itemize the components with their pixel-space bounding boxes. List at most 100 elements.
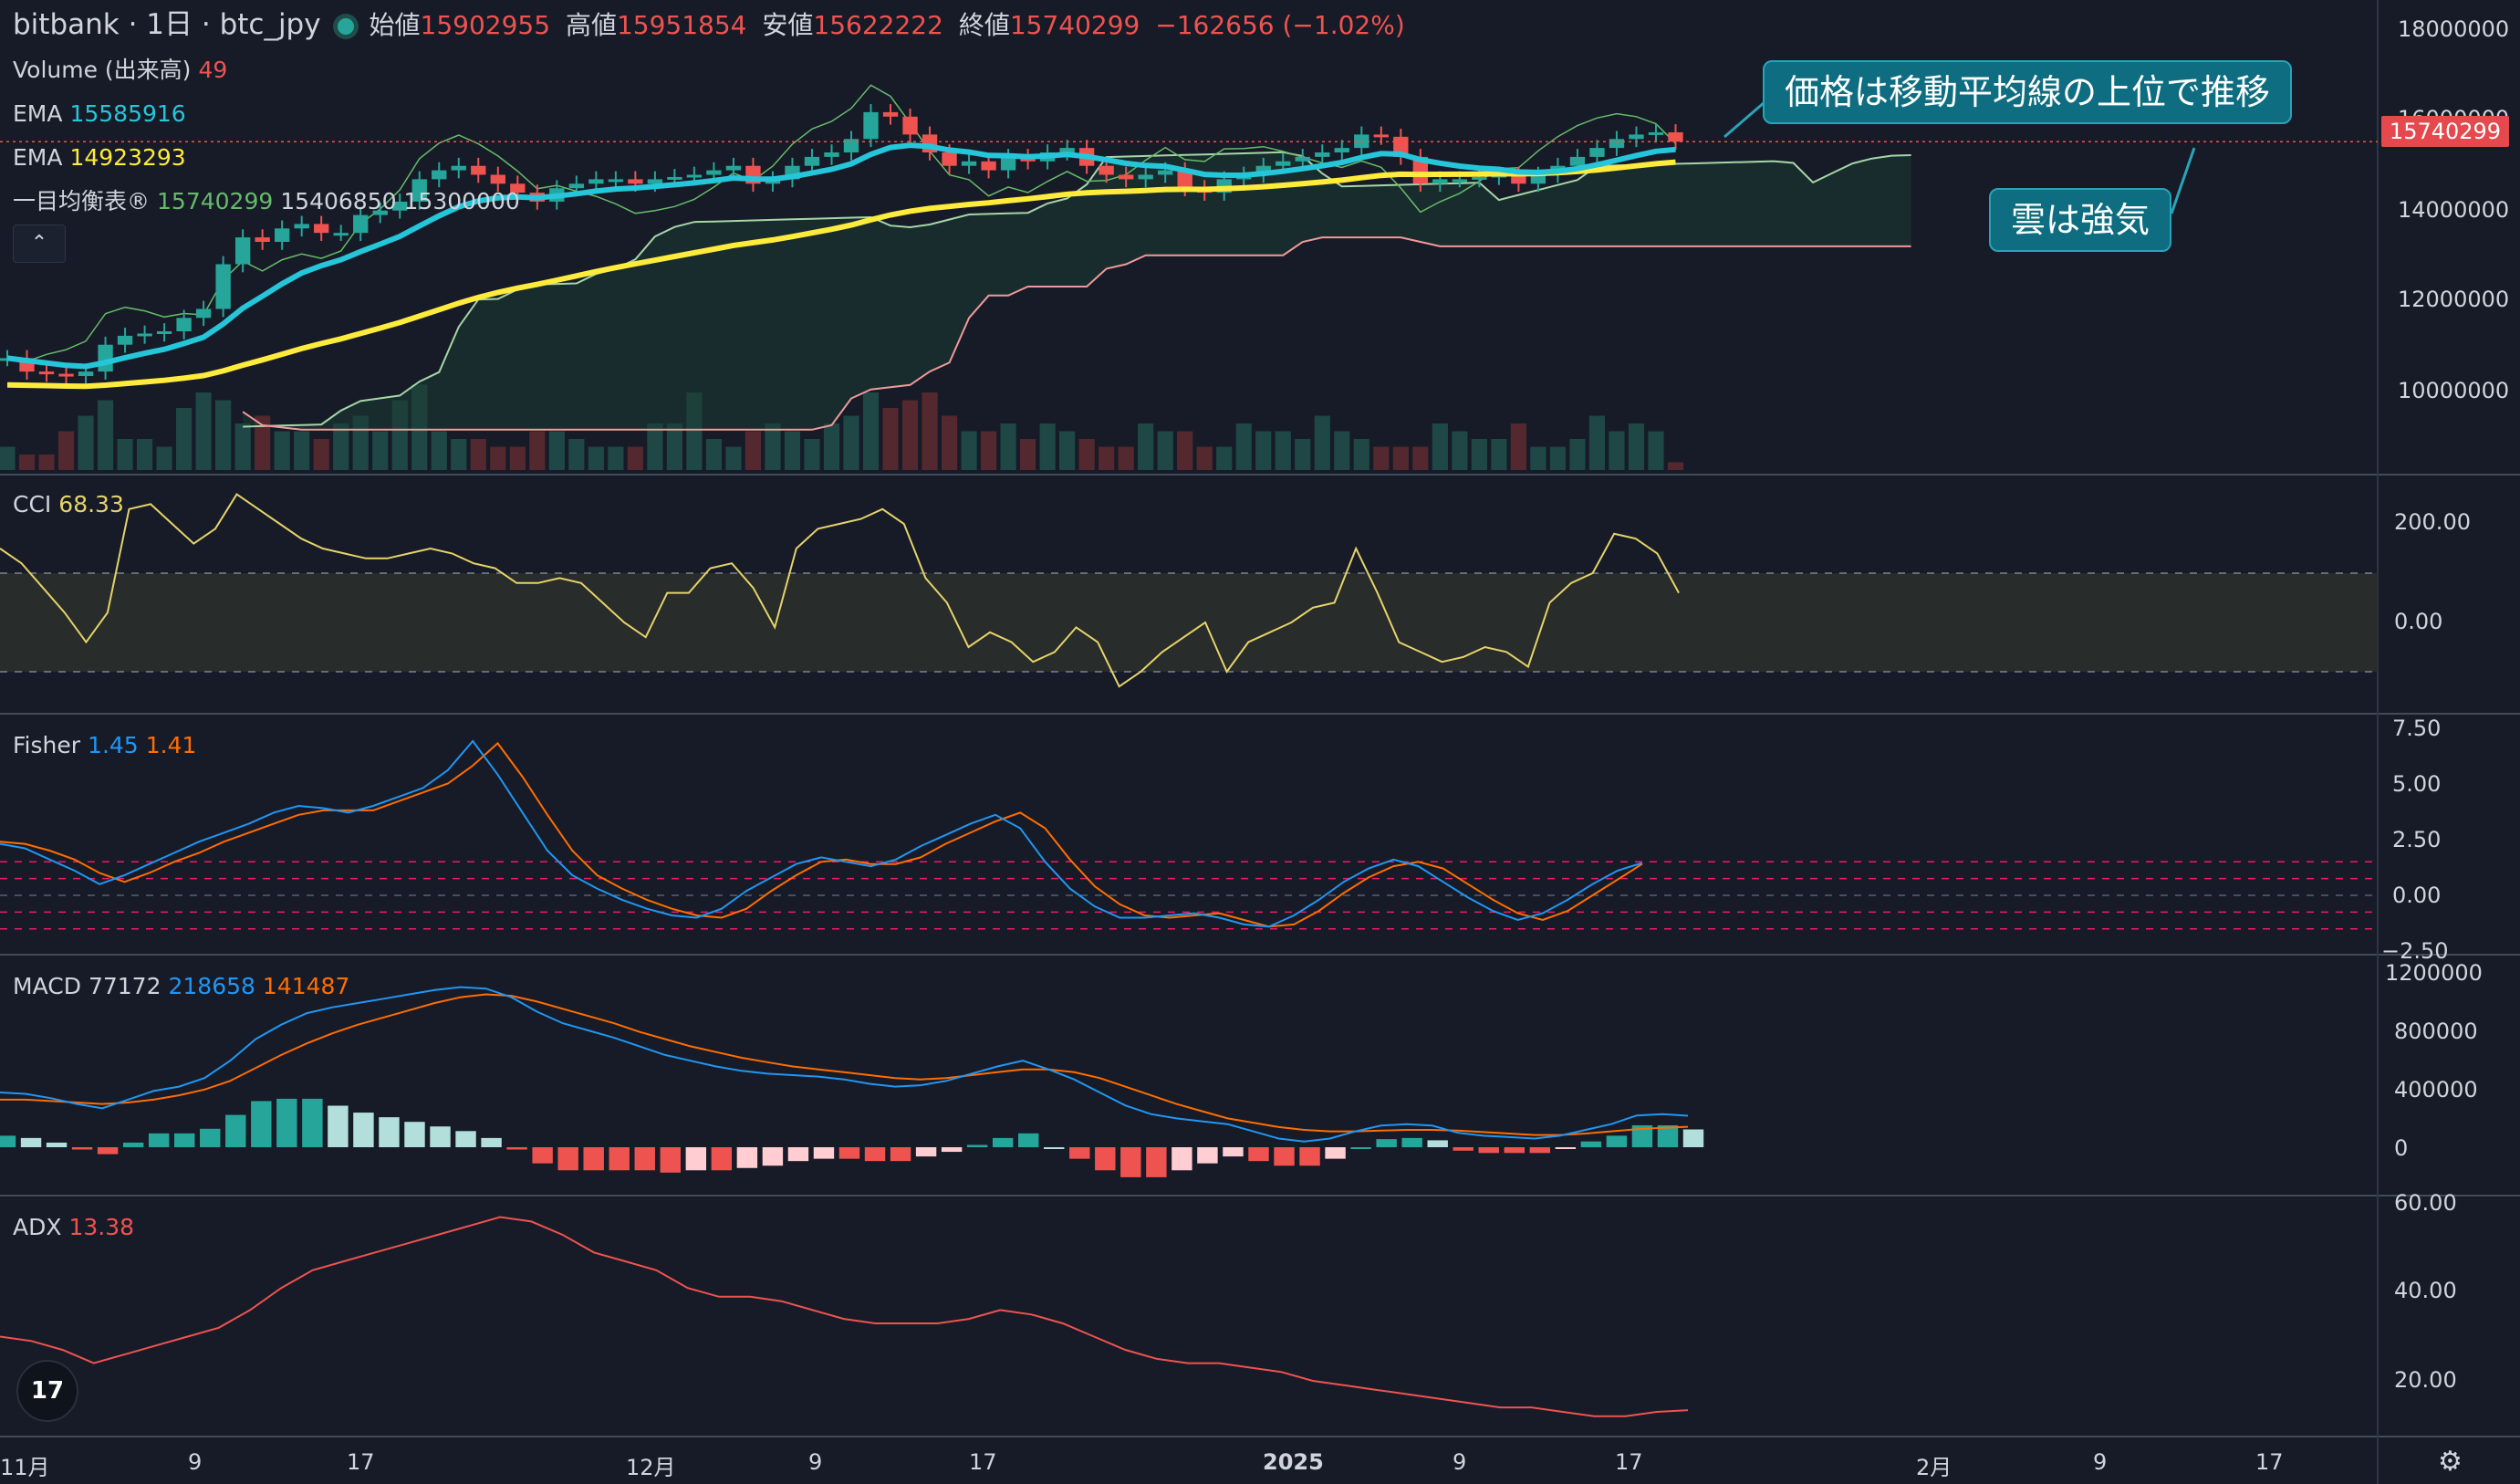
candle-body — [804, 156, 820, 166]
macd-histogram-bar — [1274, 1147, 1295, 1166]
macd-histogram-bar — [1453, 1147, 1473, 1151]
volume-bar — [156, 446, 172, 470]
settings-gear-icon[interactable]: ⚙ — [2438, 1446, 2463, 1478]
volume-bar — [1216, 446, 1233, 470]
volume-bar — [274, 431, 290, 470]
candle-body — [510, 183, 526, 193]
macd-histogram-bar — [890, 1147, 911, 1162]
callout-cloud-bullish[interactable]: 雲は強気 — [1989, 188, 2172, 252]
ema-fast-label: EMA — [13, 100, 63, 127]
high-value: 15951854 — [616, 10, 747, 40]
candle-body — [1373, 134, 1389, 138]
macd-histogram-bar — [634, 1147, 655, 1171]
macd-histogram-bar — [1376, 1139, 1397, 1147]
volume-bar — [57, 431, 75, 470]
open-label: 始値 — [369, 10, 421, 40]
adx-legend[interactable]: ADX 13.38 — [13, 1214, 141, 1241]
macd-histogram-bar — [1606, 1135, 1628, 1147]
adx-label: ADX — [13, 1214, 62, 1240]
callout-price-above-ma[interactable]: 価格は移動平均線の上位で推移 — [1763, 60, 2293, 124]
volume-bar — [1452, 431, 1468, 470]
ema-slow-label: EMA — [13, 144, 63, 171]
volume-bar — [529, 431, 546, 470]
ichimoku-value-1: 15740299 — [157, 188, 274, 214]
macd-histogram-bar — [225, 1114, 246, 1147]
ema-slow-legend[interactable]: EMA 14923293 — [13, 144, 193, 172]
candle-body — [1138, 174, 1153, 180]
volume-bar — [1059, 431, 1076, 470]
cci-value: 68.33 — [58, 491, 124, 517]
candle-body — [706, 170, 722, 175]
candle-body — [725, 165, 742, 171]
volume-bar — [313, 439, 329, 470]
macd-histogram-bar — [1069, 1147, 1090, 1159]
volume-bar — [38, 455, 55, 470]
macd-histogram-bar — [966, 1144, 988, 1147]
candle-body — [1530, 174, 1546, 184]
macd-histogram-bar — [1427, 1140, 1448, 1147]
candle-body — [78, 371, 94, 376]
cci-legend[interactable]: CCI 68.33 — [13, 491, 131, 518]
volume-bar — [823, 423, 840, 470]
volume-bar — [1471, 439, 1487, 470]
close-label: 終値 — [958, 10, 1010, 40]
chart-header: bitbank · 1日 · btc_jpy 始値15902955 高値1595… — [13, 11, 1412, 39]
volume-bar — [1667, 462, 1684, 470]
macd-axis-label: 400000 — [2394, 1077, 2478, 1103]
adx-axis-label: 60.00 — [2394, 1190, 2457, 1216]
ichimoku-label: 一目均衡表® — [13, 188, 151, 214]
macd-histogram-bar — [1223, 1147, 1244, 1157]
candle-body — [961, 161, 977, 166]
macd-histogram-bar — [1504, 1147, 1525, 1154]
fisher-value: 1.45 — [88, 732, 139, 758]
candle-body — [117, 335, 133, 345]
fisher-axis-label: −2.50 — [2381, 938, 2449, 964]
fisher-trigger-line — [0, 741, 1643, 928]
candle-body — [667, 176, 682, 180]
candle-body — [588, 179, 604, 184]
fisher-label: Fisher — [13, 732, 81, 758]
volume-bar — [1255, 431, 1272, 470]
symbol-title[interactable]: bitbank · 1日 · btc_jpy — [13, 8, 321, 41]
volume-bar — [882, 408, 899, 470]
ichimoku-legend[interactable]: 一目均衡表® 15740299 15406850 15300000 — [13, 188, 527, 215]
macd-histogram-bar — [1018, 1133, 1039, 1147]
adx-axis-label: 20.00 — [2394, 1367, 2457, 1393]
macd-histogram-bar — [1197, 1147, 1218, 1164]
candle-body — [1255, 165, 1271, 175]
ema-slow-line — [6, 159, 1676, 390]
candle-body — [314, 224, 329, 234]
volume-bar — [705, 439, 723, 470]
macd-signal-line — [0, 993, 1689, 1136]
volume-legend[interactable]: Volume (出来高) 49 — [13, 57, 234, 84]
volume-bar — [1412, 446, 1429, 470]
volume-bar — [647, 423, 663, 470]
collapse-legend-button[interactable]: ⌃ — [13, 225, 66, 263]
macd-legend[interactable]: MACD 77172 218658 141487 — [13, 973, 357, 1000]
macd-line-value: 218658 — [168, 973, 255, 999]
ema-fast-legend[interactable]: EMA 15585916 — [13, 100, 193, 128]
tradingview-logo-icon[interactable]: 17 — [16, 1360, 78, 1422]
volume-bar — [1432, 423, 1448, 470]
candle-body — [38, 371, 55, 375]
macd-histogram-bar — [353, 1113, 374, 1147]
macd-histogram-bar — [481, 1137, 502, 1147]
time-axis-label: 2月 — [1916, 1455, 1952, 1480]
candle-body — [1158, 170, 1173, 175]
candle-body — [686, 174, 703, 178]
ema-slow-value: 14923293 — [69, 144, 186, 171]
macd-histogram-bar — [1529, 1147, 1551, 1154]
volume-bar — [1099, 446, 1115, 470]
macd-histogram-bar — [328, 1105, 349, 1147]
fisher-legend[interactable]: Fisher 1.45 1.41 — [13, 732, 203, 759]
volume-bar — [941, 415, 958, 470]
macd-histogram-bar — [583, 1147, 604, 1171]
macd-histogram-bar — [1095, 1147, 1116, 1171]
macd-histogram-bar — [1248, 1147, 1269, 1162]
volume-bar — [1609, 431, 1625, 470]
macd-histogram-bar — [251, 1101, 272, 1147]
volume-bar — [117, 439, 133, 470]
macd-axis-label: 800000 — [2394, 1019, 2478, 1044]
ichimoku-value-3: 15300000 — [403, 188, 520, 214]
